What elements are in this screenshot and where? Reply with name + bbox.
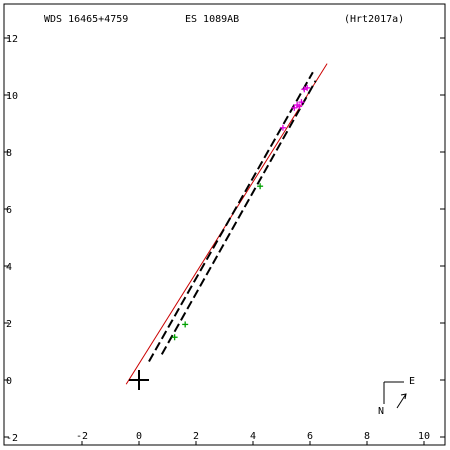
observation-point [279, 124, 286, 131]
wds-id-label: WDS 16465+4759 [44, 14, 128, 25]
y-tick-label: -2 [6, 433, 18, 444]
y-tick-label: 10 [6, 91, 18, 102]
observation-point [296, 103, 303, 110]
x-tick-label: 10 [418, 431, 430, 442]
motion-arrow-icon [396, 393, 407, 409]
dashed-track-line [160, 80, 317, 355]
observation-point [182, 321, 189, 328]
y-tick-label: 0 [6, 376, 12, 387]
x-tick-label: -2 [76, 431, 88, 442]
x-tick-label: 2 [193, 431, 199, 442]
y-tick-label: 8 [6, 148, 12, 159]
x-tick-label: 6 [307, 431, 313, 442]
compass-north-label: N [378, 406, 384, 417]
plot-frame [3, 3, 446, 446]
x-axis: -2 0 2 4 6 8 10 [76, 431, 430, 445]
y-tick-label: 4 [6, 262, 12, 273]
observation-point [257, 183, 264, 190]
y-axis: -2 0 2 4 6 8 10 12 [4, 34, 445, 444]
y-tick-label: 6 [6, 205, 12, 216]
observation-point [298, 99, 305, 106]
observation-point [304, 84, 311, 91]
compass-east-label: E [409, 376, 415, 387]
observation-points [171, 84, 311, 341]
dashed-tracks [148, 71, 317, 362]
primary-star [129, 370, 149, 390]
compass: N E [378, 376, 415, 417]
observation-point [171, 334, 178, 341]
x-tick-label: 0 [136, 431, 142, 442]
discoverer-label: ES 1089AB [185, 14, 239, 25]
reference-label: (Hrt2017a) [344, 14, 404, 25]
x-tick-label: 8 [364, 431, 370, 442]
y-tick-label: 2 [6, 319, 12, 330]
motion-arrowhead-icon [400, 393, 407, 400]
dashed-track-line [148, 71, 314, 362]
observation-point [291, 104, 298, 111]
x-tick-label: 4 [250, 431, 256, 442]
y-tick-label: 12 [6, 34, 18, 45]
